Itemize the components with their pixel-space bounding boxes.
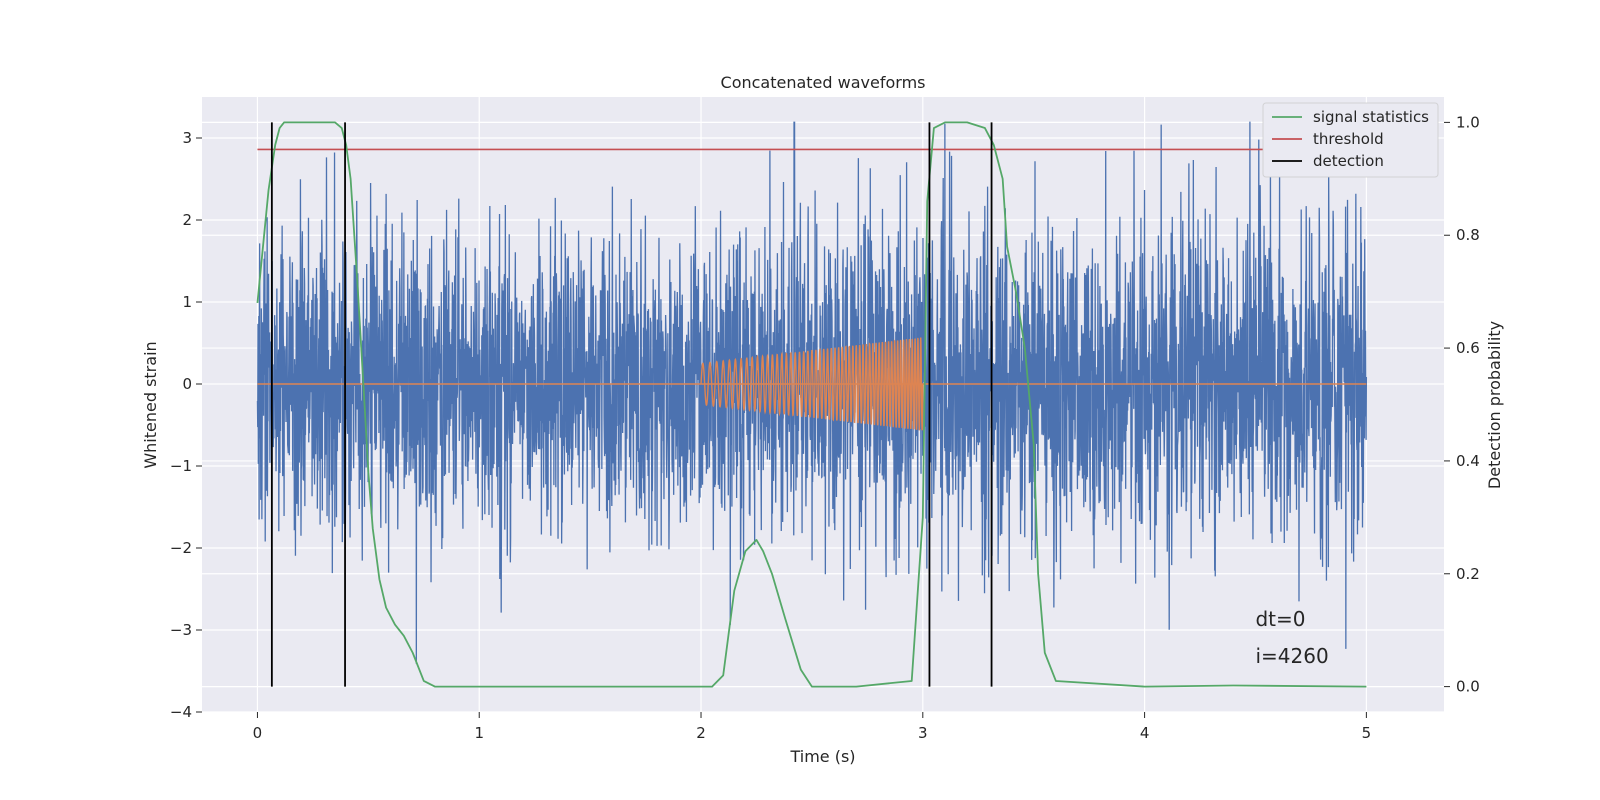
chart-title: Concatenated waveforms (721, 73, 926, 92)
y2-tick-label: 0.6 (1456, 339, 1480, 357)
legend-label-detection: detection (1313, 152, 1384, 170)
y-tick-label: −1 (170, 457, 192, 475)
legend-label-threshold: threshold (1313, 130, 1384, 148)
axes (196, 121, 1450, 718)
signal-statistics-line (256, 121, 1367, 688)
y2-tick-label: 1.0 (1456, 113, 1480, 131)
annotation-index: i=4260 (1255, 644, 1328, 668)
x-tick-label: 4 (1140, 724, 1150, 742)
legend: signal statistics threshold detection (1262, 102, 1439, 178)
y2-tick-label: 0.2 (1456, 565, 1480, 583)
template-chirp-line (700, 337, 924, 431)
x-axis-title: Time (s) (789, 747, 855, 766)
legend-frame (1262, 102, 1439, 178)
strain-noise-line (256, 121, 1368, 664)
annotation-dt: dt=0 (1255, 607, 1305, 631)
y-tick-label: −4 (170, 703, 192, 721)
y-tick-label: −3 (170, 621, 192, 639)
x-tick-label: 2 (696, 724, 706, 742)
y-tick-label: 1 (182, 293, 192, 311)
x-tick-label: 5 (1362, 724, 1372, 742)
x-tick-label: 1 (474, 724, 484, 742)
y-axis-title: Whitened strain (141, 341, 160, 468)
y-tick-label: −2 (170, 539, 192, 557)
x-tick-label: 0 (253, 724, 263, 742)
y2-tick-label: 0.8 (1456, 226, 1480, 244)
y-tick-label: 0 (182, 375, 192, 393)
x-tick-label: 3 (918, 724, 928, 742)
y2-axis-title: Detection probability (1485, 321, 1504, 489)
y-tick-label: 2 (182, 211, 192, 229)
y-tick-label: 3 (182, 129, 192, 147)
plot-area (256, 121, 1368, 688)
y2-tick-label: 0.0 (1456, 678, 1480, 696)
y2-tick-label: 0.4 (1456, 452, 1480, 470)
legend-label-signal: signal statistics (1313, 108, 1429, 126)
